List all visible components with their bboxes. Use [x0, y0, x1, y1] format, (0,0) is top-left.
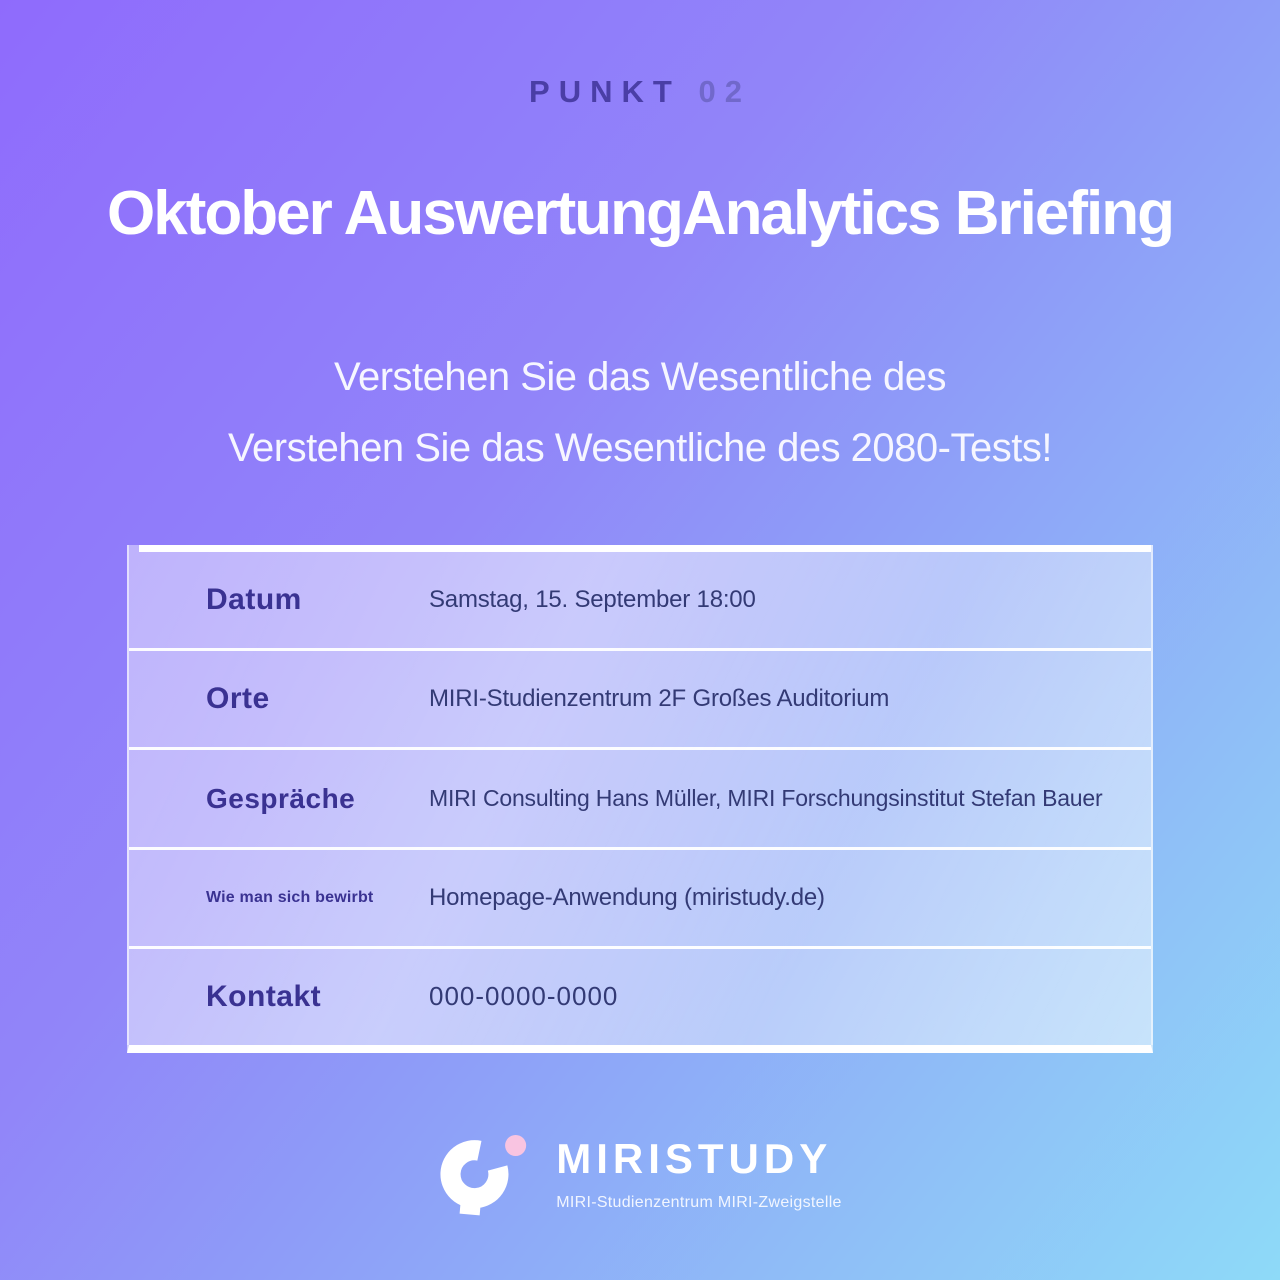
row-label-gespraeche: Gespräche	[206, 782, 356, 814]
subtitle-line-1: Verstehen Sie das Wesentliche des	[333, 355, 947, 399]
footer-brand: MIRISTUDY MIRI-Studienzentrum MIRI-Zweig…	[0, 1134, 1280, 1226]
brand-tagline: MIRI-Studienzentrum MIRI-Zweigstelle	[556, 1194, 842, 1211]
table-row-orte: Orte MIRI-Studienzentrum 2F Großes Audit…	[129, 651, 1151, 751]
row-value-bewerbung: Homepage-Anwendung (miristudy.de)	[429, 883, 825, 911]
table-row-kontakt: Kontakt 000-0000-0000	[129, 949, 1151, 1045]
logo-pink-dot	[505, 1134, 527, 1157]
miristudy-swirl-logo-icon	[440, 1134, 527, 1216]
brand-name: MIRISTUDY	[556, 1135, 833, 1182]
table-row-bewerbung: Wie man sich bewirbt Homepage-Anwendung …	[129, 850, 1151, 949]
row-value-gespraeche: MIRI Consulting Hans Müller, MIRI Forsch…	[429, 785, 1103, 811]
row-value-orte: MIRI-Studienzentrum 2F Großes Auditorium	[429, 685, 890, 713]
subtitle: Verstehen Sie das Wesentliche des Verste…	[0, 342, 1280, 484]
brand-text-block: MIRISTUDY MIRI-Studienzentrum MIRI-Zweig…	[556, 1134, 842, 1212]
kicker-number: 02	[698, 74, 751, 109]
page-title: Oktober AuswertungAnalytics Briefing	[107, 179, 1175, 248]
kicker-label: PUNKT	[529, 74, 681, 109]
row-label-bewerbung: Wie man sich bewirbt	[206, 888, 374, 906]
row-label-datum: Datum	[206, 583, 302, 617]
event-info-table: Datum Samstag, 15. September 18:00 Orte …	[127, 545, 1153, 1053]
row-label-kontakt: Kontakt	[206, 979, 322, 1013]
subtitle-line-2: Verstehen Sie das Wesentliche des 2080-T…	[228, 426, 1052, 470]
table-row-datum: Datum Samstag, 15. September 18:00	[129, 552, 1151, 652]
table-row-gespraeche: Gespräche MIRI Consulting Hans Müller, M…	[129, 750, 1151, 850]
row-value-kontakt: 000-0000-0000	[429, 981, 619, 1012]
row-label-orte: Orte	[206, 682, 270, 716]
row-value-datum: Samstag, 15. September 18:00	[429, 586, 756, 614]
kicker: PUNKT 02	[0, 74, 1280, 110]
